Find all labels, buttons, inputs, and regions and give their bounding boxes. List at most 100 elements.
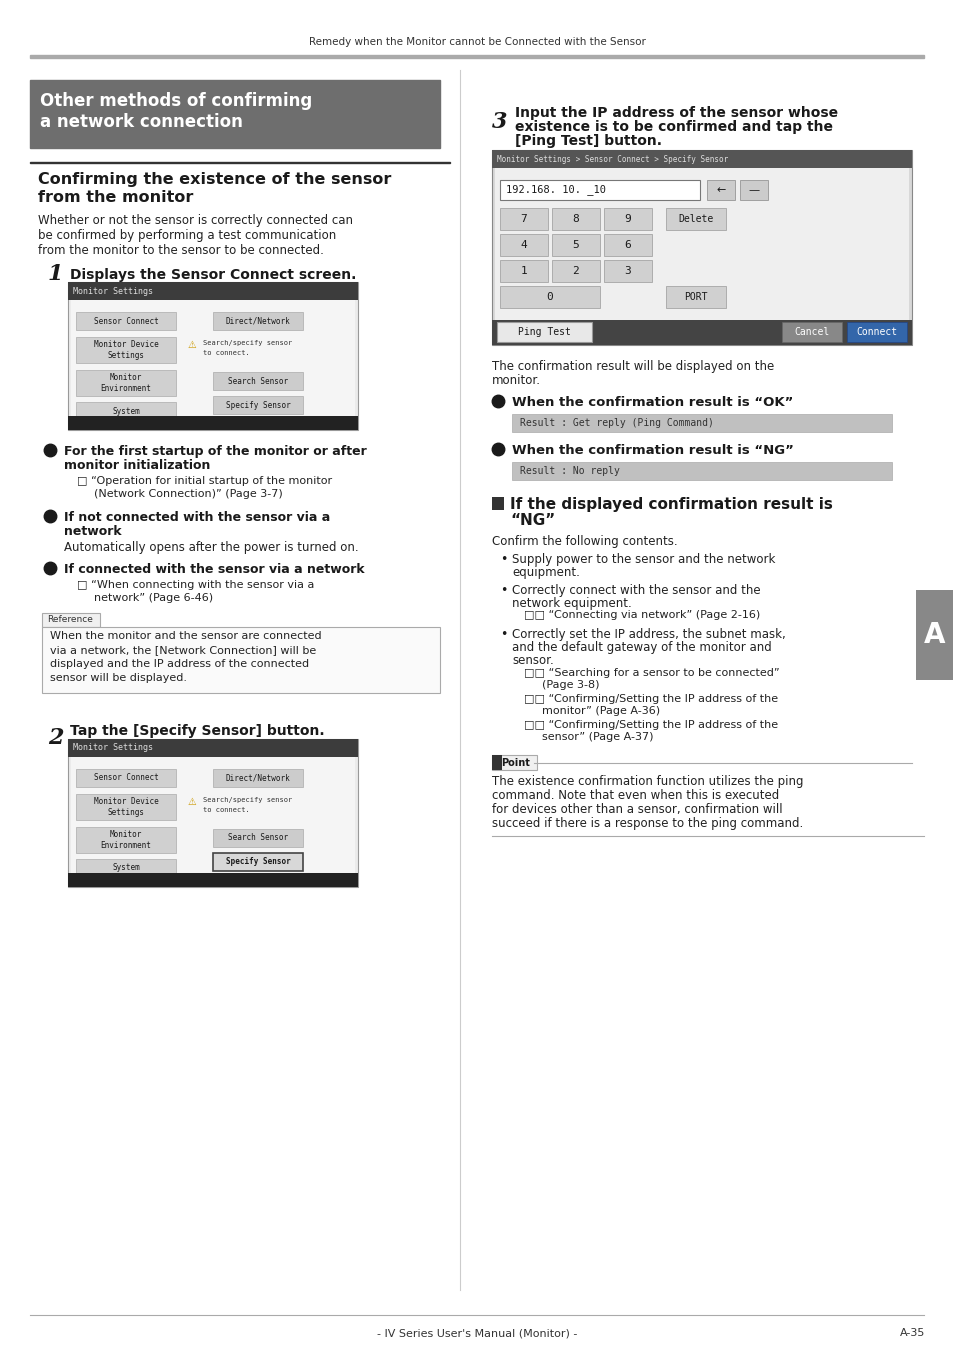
Text: sensor” (Page A-37): sensor” (Page A-37) (541, 732, 653, 741)
Bar (68, 417, 357, 430)
Text: Supply power to the sensor and the network: Supply power to the sensor and the netwo… (512, 553, 775, 566)
Bar (76, 828, 175, 853)
Text: monitor initialization: monitor initialization (64, 460, 211, 472)
Bar (499, 208, 547, 231)
Bar (213, 372, 303, 390)
Text: 3: 3 (624, 266, 631, 276)
Bar (68, 739, 357, 758)
Text: network” (Page 6-46): network” (Page 6-46) (94, 593, 213, 603)
Text: 8: 8 (572, 214, 578, 224)
Bar (512, 462, 891, 480)
Bar (42, 627, 439, 693)
Bar (492, 150, 911, 345)
Text: Remedy when the Monitor cannot be Connected with the Sensor: Remedy when the Monitor cannot be Connec… (308, 36, 645, 47)
Text: —: — (748, 185, 759, 195)
Text: Search/specify sensor: Search/specify sensor (203, 797, 292, 803)
Bar (552, 208, 599, 231)
Bar (76, 311, 175, 330)
Text: (Network Connection)” (Page 3-7): (Network Connection)” (Page 3-7) (94, 489, 282, 499)
Bar (30, 80, 439, 148)
Text: monitor” (Page A-36): monitor” (Page A-36) (541, 706, 659, 716)
Bar (499, 260, 547, 282)
Text: Monitor
Environment: Monitor Environment (100, 373, 152, 392)
Bar (915, 590, 953, 679)
Text: Confirming the existence of the sensor: Confirming the existence of the sensor (38, 173, 391, 187)
Bar (42, 613, 100, 627)
Text: Confirm the following contents.: Confirm the following contents. (492, 535, 677, 549)
Text: 6: 6 (624, 240, 631, 249)
Text: Delete: Delete (678, 214, 713, 224)
Text: Result : No reply: Result : No reply (519, 466, 619, 476)
Text: Monitor
Environment: Monitor Environment (100, 830, 152, 849)
Bar (213, 829, 303, 847)
Bar (76, 402, 175, 421)
Bar (492, 150, 911, 168)
Text: to connect.: to connect. (203, 350, 250, 356)
Bar (213, 853, 303, 871)
Text: succeed if there is a response to the ping command.: succeed if there is a response to the pi… (492, 817, 802, 830)
Text: “NG”: “NG” (510, 514, 555, 528)
Bar (740, 181, 767, 200)
Text: A-35: A-35 (899, 1328, 924, 1339)
Text: Monitor Settings: Monitor Settings (73, 287, 152, 295)
Text: ←: ← (716, 185, 725, 195)
Text: □□ “Confirming/Setting the IP address of the: □□ “Confirming/Setting the IP address of… (523, 720, 778, 731)
Text: network equipment.: network equipment. (512, 597, 631, 611)
Text: Result : Get reply (Ping Command): Result : Get reply (Ping Command) (519, 418, 713, 429)
Text: to connect.: to connect. (203, 807, 250, 813)
Text: □□ “Confirming/Setting the IP address of the: □□ “Confirming/Setting the IP address of… (523, 694, 778, 704)
Text: from the monitor: from the monitor (38, 190, 193, 205)
Text: - IV Series User's Manual (Monitor) -: - IV Series User's Manual (Monitor) - (376, 1328, 577, 1339)
Text: Correctly set the IP address, the subnet mask,: Correctly set the IP address, the subnet… (512, 628, 785, 642)
Text: Whether or not the sensor is correctly connected can: Whether or not the sensor is correctly c… (38, 214, 353, 226)
Text: 1: 1 (520, 266, 527, 276)
Bar (603, 208, 651, 231)
Text: Monitor Settings: Monitor Settings (73, 744, 152, 752)
Bar (706, 181, 734, 200)
Text: Search Sensor: Search Sensor (228, 376, 288, 386)
Bar (30, 55, 923, 58)
Bar (665, 286, 725, 307)
Bar (603, 235, 651, 256)
Text: System: System (112, 864, 140, 872)
Bar (552, 235, 599, 256)
Text: Point: Point (501, 758, 530, 767)
Text: Specify Sensor: Specify Sensor (226, 857, 290, 867)
Bar (665, 208, 725, 231)
Bar (71, 758, 355, 884)
Text: equipment.: equipment. (512, 566, 579, 580)
Bar (68, 874, 357, 887)
Text: 5: 5 (572, 240, 578, 249)
Bar (512, 414, 891, 431)
Bar (213, 396, 303, 414)
Bar (781, 322, 841, 342)
Text: Correctly connect with the sensor and the: Correctly connect with the sensor and th… (512, 584, 760, 597)
Text: ⚠: ⚠ (188, 797, 196, 807)
Text: a network connection: a network connection (40, 113, 243, 131)
Text: Tap the [Specify Sensor] button.: Tap the [Specify Sensor] button. (70, 724, 324, 737)
Text: Reference: Reference (47, 616, 92, 624)
Text: When the confirmation result is “OK”: When the confirmation result is “OK” (512, 396, 793, 408)
Text: 3: 3 (492, 111, 507, 133)
Bar (213, 768, 303, 787)
Text: PORT: PORT (683, 293, 707, 302)
Text: Sensor Connect: Sensor Connect (93, 317, 158, 325)
Bar (552, 260, 599, 282)
Bar (213, 311, 303, 330)
Bar (492, 755, 501, 770)
Text: displayed and the IP address of the connected: displayed and the IP address of the conn… (50, 659, 309, 669)
Text: The confirmation result will be displayed on the: The confirmation result will be displaye… (492, 360, 774, 373)
Text: □ “When connecting with the sensor via a: □ “When connecting with the sensor via a (77, 580, 314, 590)
Text: •: • (499, 553, 507, 566)
Bar (492, 497, 503, 510)
Text: Specify Sensor: Specify Sensor (226, 400, 290, 410)
Text: 2: 2 (48, 727, 64, 749)
Text: 192.168. 10. _10: 192.168. 10. _10 (505, 185, 605, 195)
Text: A: A (923, 621, 944, 648)
Text: [Ping Test] button.: [Ping Test] button. (515, 133, 661, 148)
Text: 1: 1 (48, 263, 64, 284)
Text: •: • (499, 584, 507, 597)
Bar (30, 162, 450, 163)
Text: If not connected with the sensor via a: If not connected with the sensor via a (64, 511, 330, 524)
Bar (499, 181, 700, 200)
